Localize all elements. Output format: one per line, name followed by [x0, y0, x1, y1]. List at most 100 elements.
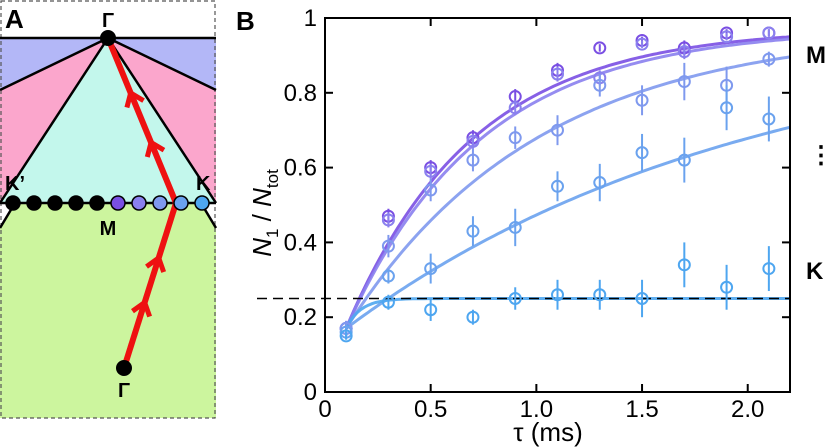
y-label-n-sub: 1	[263, 229, 282, 238]
path-arrow-upper-1	[124, 89, 145, 109]
data-point	[381, 239, 395, 253]
data-point	[466, 224, 480, 238]
data-point	[762, 26, 776, 40]
data-point	[593, 41, 607, 55]
red-path	[105, 36, 179, 369]
x-tick-label: 1.5	[625, 396, 658, 423]
y-tick-label: 0.2	[284, 304, 317, 331]
chain-dot	[26, 195, 42, 211]
data-point	[677, 258, 691, 272]
data-point	[677, 153, 691, 167]
chain-dot	[89, 195, 105, 211]
y-label-sep: /	[247, 207, 277, 229]
y-axis-label: N1 / Ntot	[247, 169, 282, 257]
data-point	[677, 75, 691, 89]
chain-dot	[68, 195, 84, 211]
side-label-m: M	[806, 42, 826, 69]
data-point	[762, 262, 776, 276]
data-point	[551, 179, 564, 193]
gamma-top-point	[100, 30, 116, 46]
data-point	[593, 176, 607, 190]
data-point	[551, 67, 564, 81]
y-label-d: N	[247, 188, 277, 207]
data-point	[508, 101, 522, 115]
fit-curve-3	[344, 55, 791, 330]
y-tick-label: 0.6	[284, 155, 317, 182]
m-label: M	[100, 218, 117, 240]
data-points	[339, 26, 776, 343]
chain-dot	[152, 195, 168, 211]
gamma-bottom-point	[116, 360, 132, 376]
path-arrow-lower-2	[131, 298, 152, 318]
data-point	[635, 37, 649, 51]
y-ticks: 0 0.2 0.4 0.6 0.8 1	[284, 5, 790, 406]
panel-b-label: B	[236, 6, 255, 36]
panel-a-label: A	[5, 4, 24, 34]
chain-dot	[194, 195, 210, 211]
x-tick-label: 0.5	[414, 396, 447, 423]
data-point	[339, 329, 353, 343]
x-tick-label: 0	[318, 396, 331, 423]
panel-a: A Γ K’ K M Γ	[0, 0, 218, 419]
data-point	[762, 112, 776, 126]
chain-dot	[47, 195, 63, 211]
data-point	[466, 134, 480, 148]
data-point	[551, 123, 564, 137]
data-point	[381, 295, 395, 309]
side-label-k: K	[806, 258, 824, 285]
y-tick-label: 0.4	[284, 229, 317, 256]
x-tick-label: 1.0	[520, 396, 553, 423]
chain-dots	[5, 195, 210, 211]
y-label-d-sub: tot	[263, 169, 282, 188]
chain-dot	[5, 195, 21, 211]
data-point	[424, 303, 438, 317]
data-point	[508, 131, 522, 145]
data-point	[635, 93, 649, 107]
data-point	[635, 146, 649, 160]
data-point	[677, 45, 691, 59]
data-point	[593, 78, 607, 92]
fit-curve-2	[344, 37, 791, 330]
panel-a-border	[0, 0, 216, 419]
data-point	[508, 220, 522, 234]
path-arrows	[124, 89, 167, 318]
x-ticks: 0 0.5 1.0 1.5 2.0	[318, 18, 764, 423]
data-point	[720, 280, 734, 294]
panel-b: B 0 0.5 1.0 1.5 2.0 00.20.40.60.81 τ (ms) N1…	[236, 5, 830, 447]
data-point	[381, 213, 395, 227]
path-arrow-lower-1	[145, 253, 167, 273]
y-tick-label: 1	[304, 5, 317, 32]
y-tick-label: 0.8	[284, 80, 317, 107]
data-point	[424, 262, 438, 276]
data-point	[720, 101, 734, 115]
path-upper	[105, 36, 179, 205]
data-point	[635, 292, 649, 305]
data-point	[466, 310, 480, 324]
data-point	[720, 30, 734, 44]
side-label-ellipsis: ⋮	[809, 142, 830, 169]
fit-curve-K	[344, 297, 790, 330]
gamma-bottom-label: Γ	[118, 380, 130, 402]
path-arrow-upper-2	[144, 138, 166, 158]
chain-dot	[173, 195, 189, 211]
y-tick-label: 0	[304, 379, 317, 406]
y-label-n: N	[247, 238, 277, 257]
fit-curve-4	[345, 125, 791, 330]
data-point	[593, 288, 607, 302]
path-lower	[121, 202, 179, 369]
plot-frame	[324, 17, 791, 393]
data-point	[551, 288, 564, 302]
chain-dot	[131, 195, 147, 211]
k-prime-label: K’	[5, 173, 25, 195]
fit-curve-M	[344, 35, 791, 329]
data-point	[424, 164, 438, 178]
data-point	[381, 269, 395, 283]
x-tick-label: 2.0	[731, 396, 764, 423]
data-point	[508, 292, 522, 305]
x-axis-label: τ (ms)	[513, 417, 582, 447]
gamma-top-label: Γ	[102, 10, 114, 32]
data-point	[762, 52, 776, 66]
chain-dot	[110, 195, 126, 211]
data-point	[466, 153, 480, 167]
